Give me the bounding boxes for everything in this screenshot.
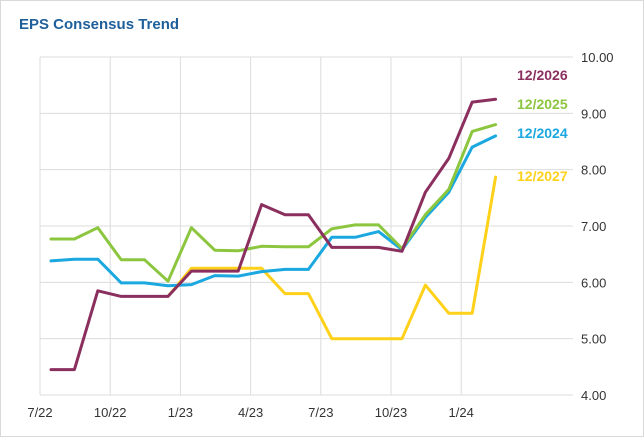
- series-label-12-2025: 12/2025: [517, 96, 568, 112]
- y-tick-label: 6.00: [581, 275, 606, 290]
- chart-title: EPS Consensus Trend: [19, 16, 180, 33]
- x-tick-label: 10/23: [375, 405, 408, 420]
- x-tick-label: 10/22: [94, 405, 127, 420]
- x-tick-label: 7/22: [27, 405, 52, 420]
- y-tick-label: 7.00: [581, 219, 606, 234]
- x-tick-label: 7/23: [308, 405, 333, 420]
- y-tick-label: 8.00: [581, 163, 606, 178]
- x-tick-label: 4/23: [238, 405, 263, 420]
- y-tick-label: 10.00: [581, 50, 614, 65]
- x-axis-ticks: 7/22 10/22 1/23 4/23 7/23 10/23 1/24: [27, 405, 474, 420]
- y-tick-label: 5.00: [581, 332, 606, 347]
- series-label-12-2026: 12/2026: [517, 67, 568, 83]
- series-line-12-2026: [49, 97, 498, 372]
- y-tick-label: 4.00: [581, 388, 606, 403]
- series-line-12-2027: [166, 175, 498, 341]
- series-label-12-2027: 12/2027: [517, 168, 568, 184]
- y-tick-label: 9.00: [581, 106, 606, 121]
- series-line-12-2025: [49, 123, 498, 283]
- x-tick-label: 1/23: [168, 405, 193, 420]
- x-tick-label: 1/24: [449, 405, 474, 420]
- series-label-12-2024: 12/2024: [517, 125, 568, 141]
- series-lines: [49, 97, 498, 372]
- y-axis-ticks: 10.00 9.00 8.00 7.00 6.00 5.00 4.00: [581, 50, 614, 403]
- gridlines: [39, 56, 573, 396]
- series-labels: 12/2026 12/2025 12/2024 12/2027: [517, 67, 568, 184]
